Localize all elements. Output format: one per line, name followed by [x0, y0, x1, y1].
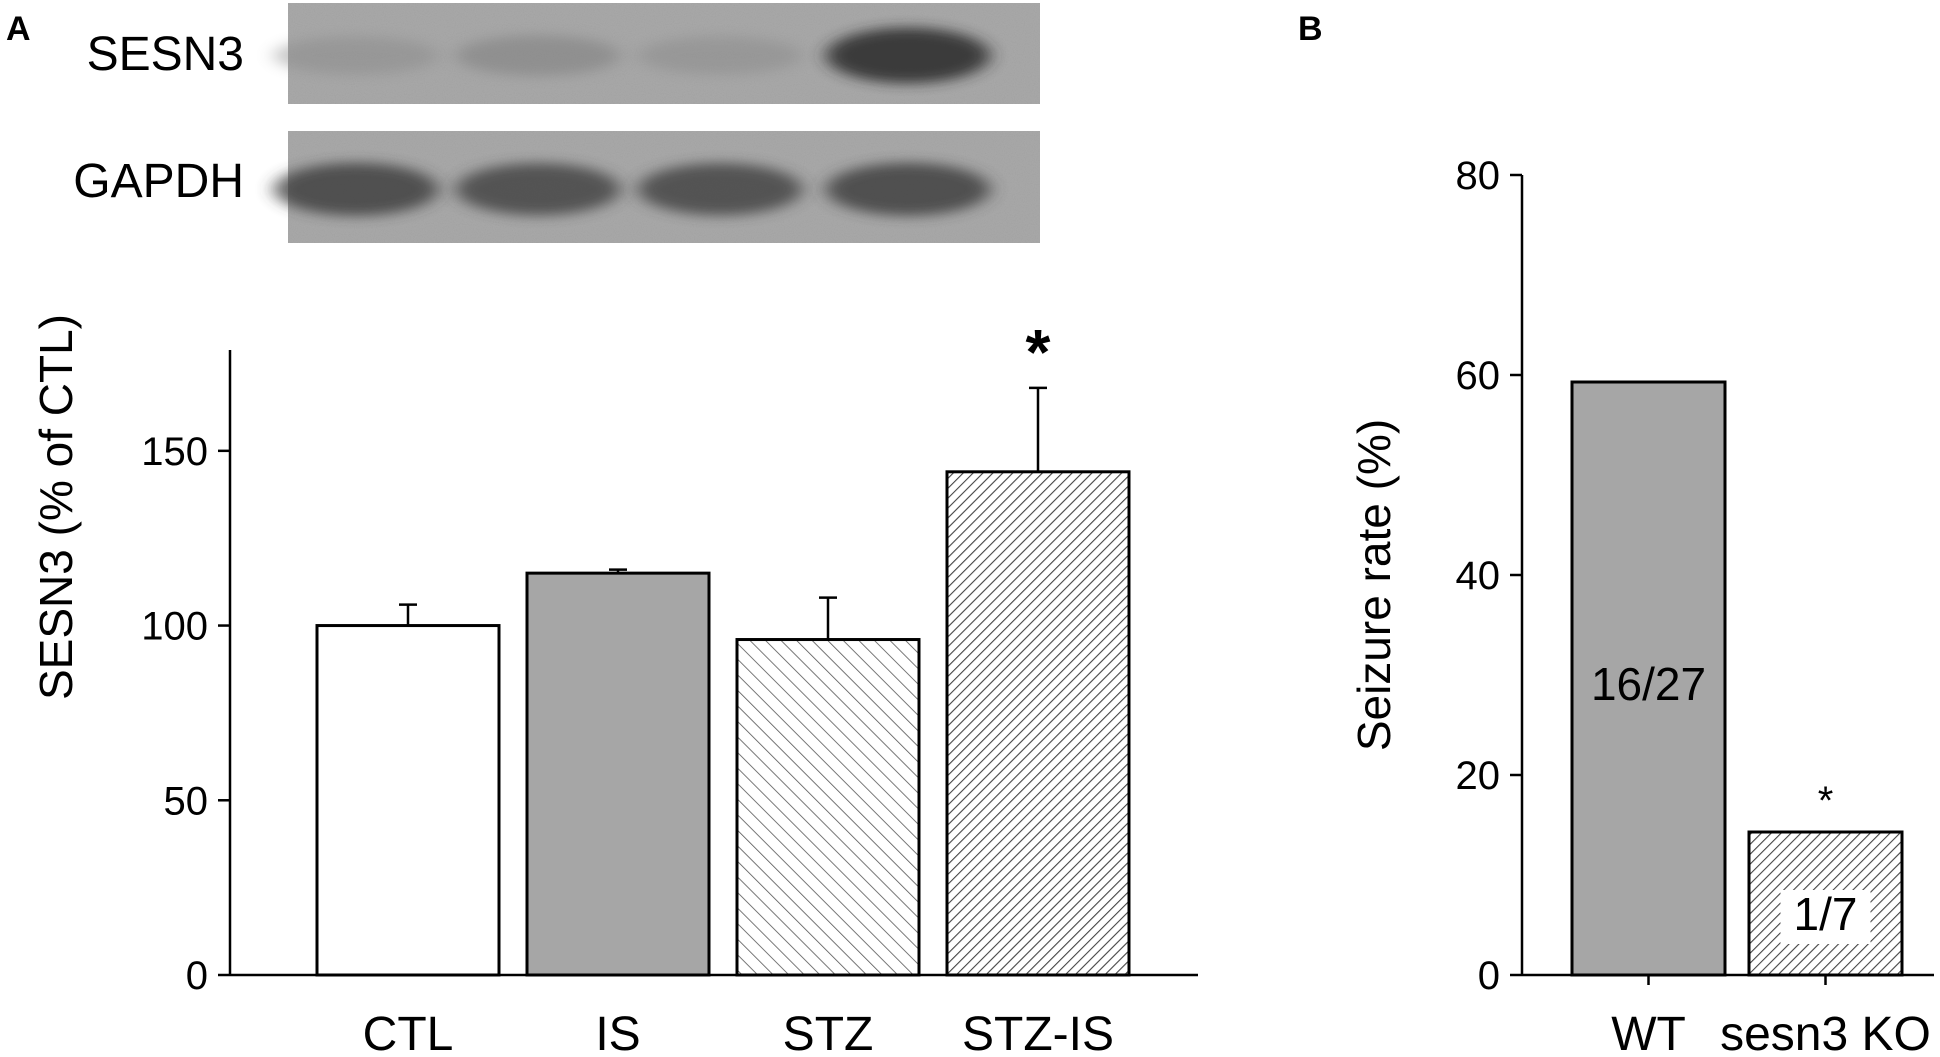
y-tick-label: 100	[141, 605, 208, 649]
bar-count-label: 1/7	[1794, 888, 1858, 940]
x-category-label: CTL	[363, 1008, 454, 1057]
x-category-label: STZ-IS	[962, 1008, 1114, 1057]
bar-is	[525, 571, 711, 977]
y-tick-label: 0	[186, 954, 208, 998]
blot-row-label-sesn3: SESN3	[87, 28, 244, 81]
y-tick-label: 40	[1456, 554, 1501, 598]
bar-label-background	[1780, 890, 1871, 944]
y-tick-label: 20	[1456, 754, 1501, 798]
chart-b-labels: 16/27 WT * 1/7 sesn3 KO	[1591, 658, 1931, 1057]
chart-sesn3-expression: 0 50 100 150 CTL IS STZ * STZ-IS SESN3 (% of CT…	[30, 314, 1198, 1057]
significance-marker: *	[1818, 779, 1834, 823]
chart-a-bars	[315, 386, 1131, 977]
x-category-label: STZ	[783, 1008, 874, 1057]
blot-strip-sesn3	[274, 3, 1040, 104]
blot-strip-gapdh	[274, 131, 1040, 243]
bar-sesn3-ko	[1747, 830, 1904, 977]
chart-a-y-axis-title: SESN3 (% of CTL)	[30, 314, 82, 700]
x-category-label: IS	[595, 1008, 640, 1057]
chart-seizure-rate: 0 20 40 60 80 16/27 WT * 1/7 sesn3 KO Seizure ra…	[1348, 154, 1934, 1057]
chart-a-labels: CTL IS STZ * STZ-IS	[363, 316, 1114, 1057]
bar-ctl	[315, 624, 501, 977]
panel-a-letter: A	[6, 10, 31, 48]
chart-a-axes: 0 50 100 150	[141, 350, 1198, 998]
x-category-label: sesn3 KO	[1720, 1008, 1931, 1057]
significance-marker: *	[1026, 316, 1051, 388]
blot-row-label-gapdh: GAPDH	[73, 155, 244, 208]
blot-band	[274, 162, 438, 216]
x-category-label: WT	[1611, 1008, 1686, 1057]
bar-stz	[735, 638, 921, 977]
blot-band	[456, 35, 620, 76]
y-tick-label: 80	[1456, 154, 1501, 198]
bar-count-label: 16/27	[1591, 658, 1706, 710]
y-tick-label: 50	[164, 779, 209, 823]
y-tick-label: 0	[1478, 954, 1500, 998]
chart-b-y-axis-title: Seizure rate (%)	[1348, 419, 1400, 751]
western-blot: SESN3 GAPDH	[73, 3, 1040, 243]
blot-band	[826, 27, 990, 84]
blot-band	[638, 163, 802, 216]
blot-band	[826, 162, 990, 216]
bar-stz-is	[945, 470, 1131, 977]
panel-b-letter: B	[1298, 10, 1323, 48]
y-tick-label: 60	[1456, 354, 1501, 398]
blot-band	[638, 36, 802, 75]
blot-strips	[274, 3, 1040, 243]
y-tick-label: 150	[141, 430, 208, 474]
blot-band	[274, 36, 438, 75]
bar-wt	[1570, 380, 1727, 977]
chart-b-bars	[1570, 380, 1904, 977]
blot-band	[456, 163, 620, 216]
